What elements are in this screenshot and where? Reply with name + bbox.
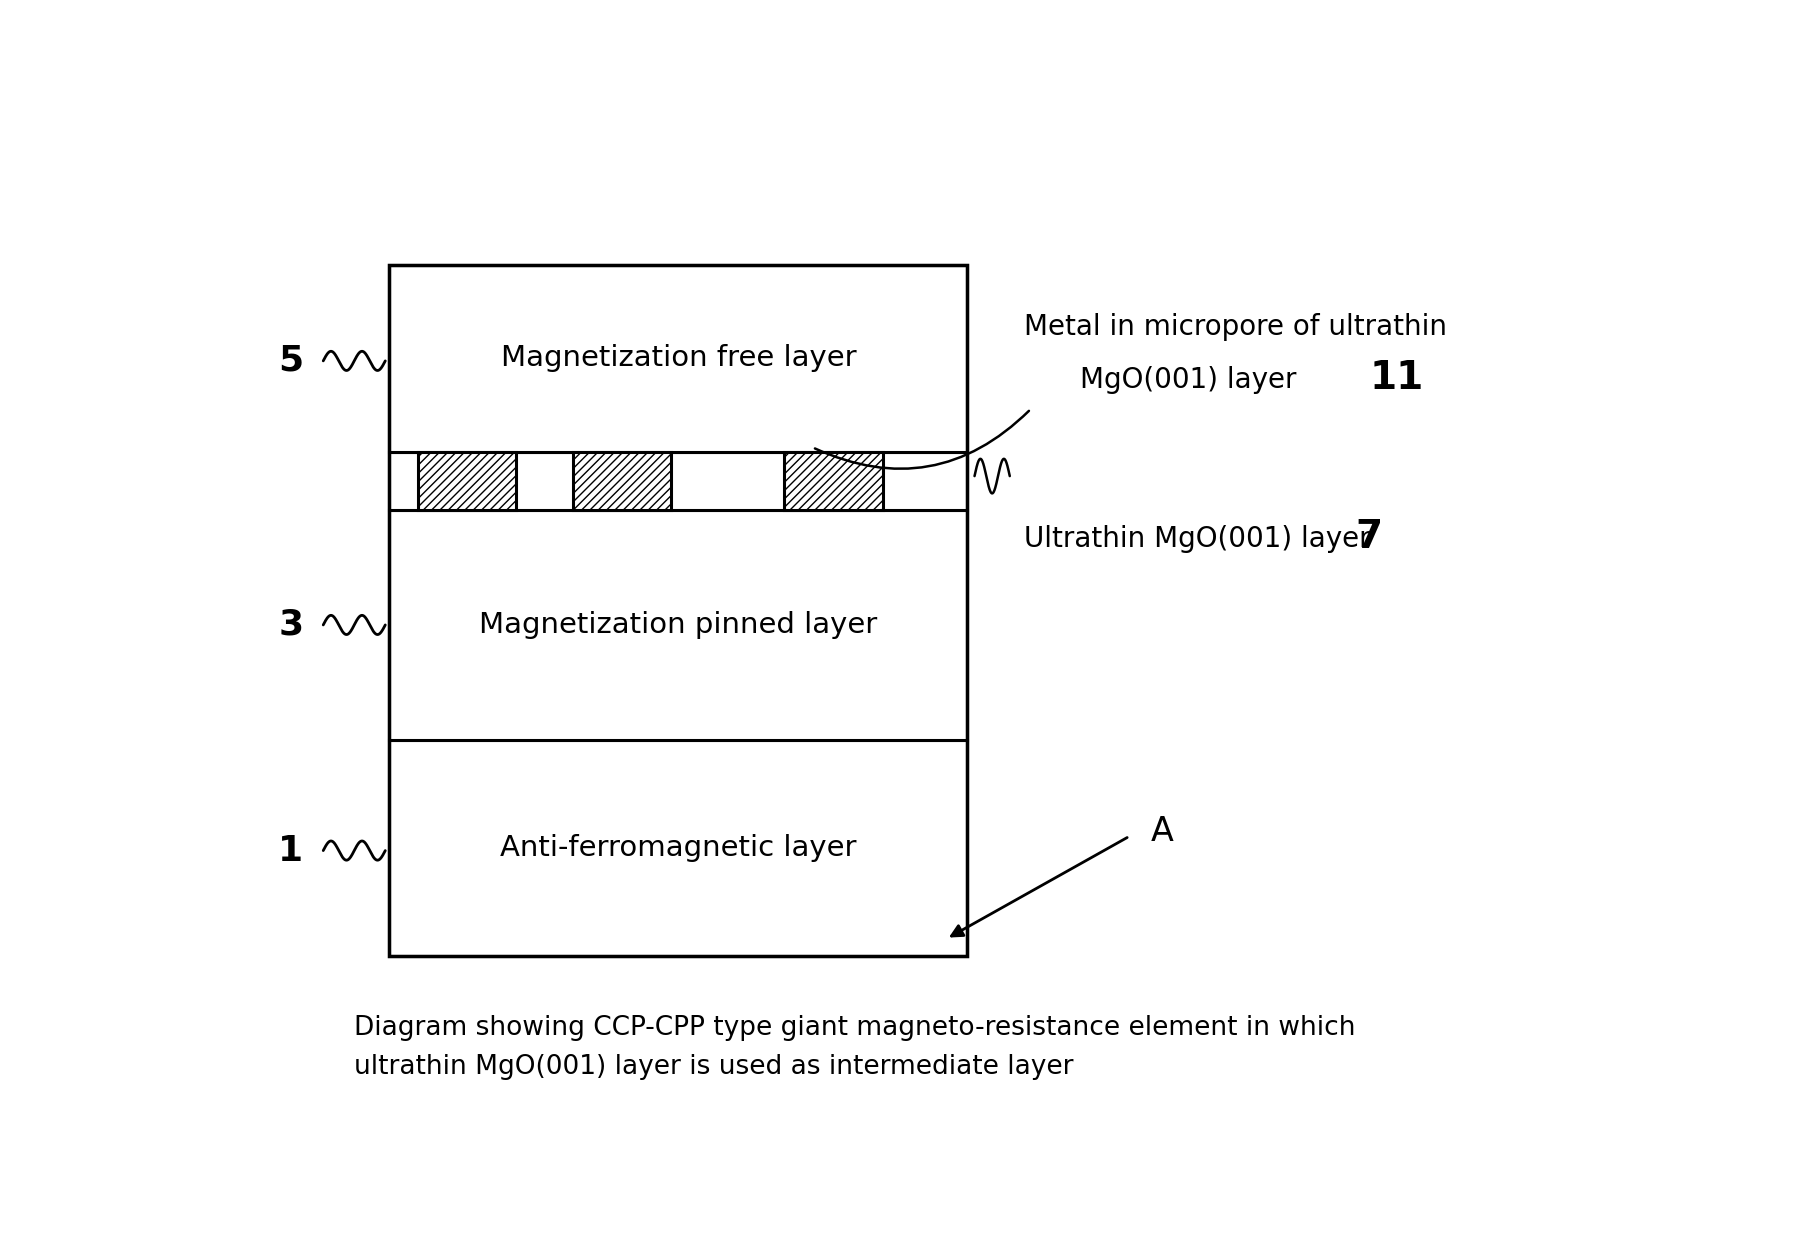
Text: Magnetization free layer: Magnetization free layer [500, 344, 857, 373]
Text: 5: 5 [278, 344, 304, 378]
Bar [418, 453, 517, 510]
Bar [573, 453, 671, 510]
Bar [389, 264, 968, 453]
Text: Magnetization pinned layer: Magnetization pinned layer [480, 611, 877, 638]
Text: 11: 11 [1370, 359, 1424, 397]
Text: A: A [1151, 814, 1173, 848]
Text: ultrathin MgO(001) layer is used as intermediate layer: ultrathin MgO(001) layer is used as inte… [355, 1054, 1073, 1080]
Bar [389, 510, 968, 741]
Text: Metal in micropore of ultrathin: Metal in micropore of ultrathin [1024, 313, 1446, 342]
Bar [389, 453, 968, 510]
Text: Diagram showing CCP-CPP type giant magneto-resistance element in which: Diagram showing CCP-CPP type giant magne… [355, 1015, 1355, 1041]
Bar [389, 741, 968, 956]
Bar [389, 264, 968, 956]
Text: Anti-ferromagnetic layer: Anti-ferromagnetic layer [500, 834, 857, 862]
Text: MgO(001) layer: MgO(001) layer [1080, 367, 1306, 394]
Text: Ultrathin MgO(001) layer: Ultrathin MgO(001) layer [1024, 525, 1379, 552]
Text: 3: 3 [278, 609, 304, 642]
Bar [784, 453, 882, 510]
Text: 1: 1 [278, 833, 304, 868]
Text: 7: 7 [1355, 518, 1382, 556]
